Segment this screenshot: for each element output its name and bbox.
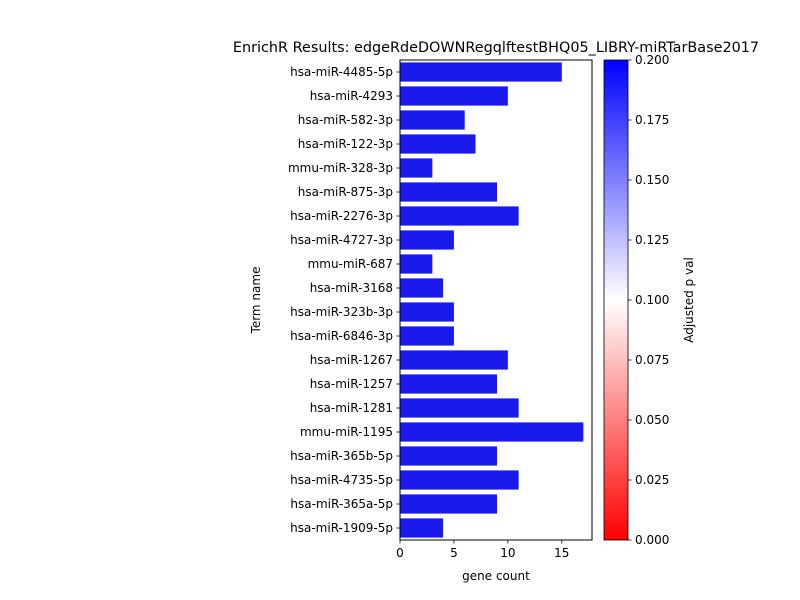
colorbar-tick-label: 0.150 <box>635 173 669 187</box>
bar <box>400 374 498 394</box>
bar <box>400 182 498 202</box>
colorbar-tick-label: 0.025 <box>635 473 669 487</box>
y-tick-label: hsa-miR-4293 <box>310 89 393 103</box>
bar <box>400 518 444 538</box>
y-tick-label: hsa-miR-1257 <box>310 377 393 391</box>
bar <box>400 206 519 226</box>
y-tick-label: hsa-miR-1267 <box>310 353 393 367</box>
bar <box>400 278 444 298</box>
colorbar-tick-label: 0.175 <box>635 113 669 127</box>
x-axis-label: gene count <box>462 569 530 583</box>
y-tick-label: hsa-miR-323b-3p <box>290 305 393 319</box>
x-tick-label: 0 <box>396 546 404 560</box>
colorbar-tick-label: 0.050 <box>635 413 669 427</box>
y-tick-label: hsa-miR-122-3p <box>298 137 393 151</box>
y-tick-label: hsa-miR-4485-5p <box>290 65 393 79</box>
y-tick-label: hsa-miR-6846-3p <box>290 329 393 343</box>
chart-title: EnrichR Results: edgeRdeDOWNRegqlftestBH… <box>233 40 759 56</box>
y-tick-label: hsa-miR-4727-3p <box>290 233 393 247</box>
bar <box>400 110 465 130</box>
y-tick-label: mmu-miR-328-3p <box>288 161 393 175</box>
y-tick-label: hsa-miR-4735-5p <box>290 473 393 487</box>
y-tick-label: hsa-miR-365a-5p <box>290 497 393 511</box>
y-tick-label: hsa-miR-875-3p <box>298 185 393 199</box>
bar <box>400 470 519 490</box>
plot-frame <box>399 59 593 541</box>
colorbar-tick-label: 0.000 <box>635 533 669 547</box>
y-tick-label: hsa-miR-365b-5p <box>290 449 393 463</box>
y-tick-label: hsa-miR-2276-3p <box>290 209 393 223</box>
y-axis-label: Term name <box>249 267 263 335</box>
y-tick-label: hsa-miR-1281 <box>310 401 393 415</box>
bar <box>400 254 433 274</box>
bars-layer <box>400 62 584 538</box>
colorbar-tick-label: 0.075 <box>635 353 669 367</box>
y-tick-label: mmu-miR-1195 <box>300 425 393 439</box>
bar <box>400 86 508 106</box>
bar <box>400 302 454 322</box>
bar <box>400 398 519 418</box>
bar <box>400 494 498 514</box>
bar <box>400 134 476 154</box>
colorbar-tick-label: 0.100 <box>635 293 669 307</box>
bar <box>400 422 584 442</box>
x-tick-label: 15 <box>554 546 569 560</box>
y-tick-label: hsa-miR-1909-5p <box>290 521 393 535</box>
y-tick-label: mmu-miR-687 <box>308 257 393 271</box>
bar <box>400 230 454 250</box>
y-tick-label: hsa-miR-3168 <box>310 281 393 295</box>
bar <box>400 350 508 370</box>
colorbar <box>603 59 629 541</box>
colorbar-ticks: 0.000 0.025 0.050 0.075 0.100 0.125 0.150 0.175… <box>628 53 669 547</box>
colorbar-tick-label: 0.125 <box>635 233 669 247</box>
y-tick-label: hsa-miR-582-3p <box>298 113 393 127</box>
colorbar-label: Adjusted p val <box>682 257 696 343</box>
bar <box>400 158 433 178</box>
bar <box>400 326 454 346</box>
x-tick-label: 5 <box>450 546 458 560</box>
x-tick-labels: 0 5 10 15 <box>396 540 569 560</box>
y-tick-labels: hsa-miR-4485-5p hsa-miR-4293 hsa-miR-582-3… <box>288 65 400 535</box>
colorbar-tick-label: 0.200 <box>635 53 669 67</box>
bar <box>400 446 498 466</box>
x-tick-label: 10 <box>500 546 515 560</box>
bar <box>400 62 562 82</box>
